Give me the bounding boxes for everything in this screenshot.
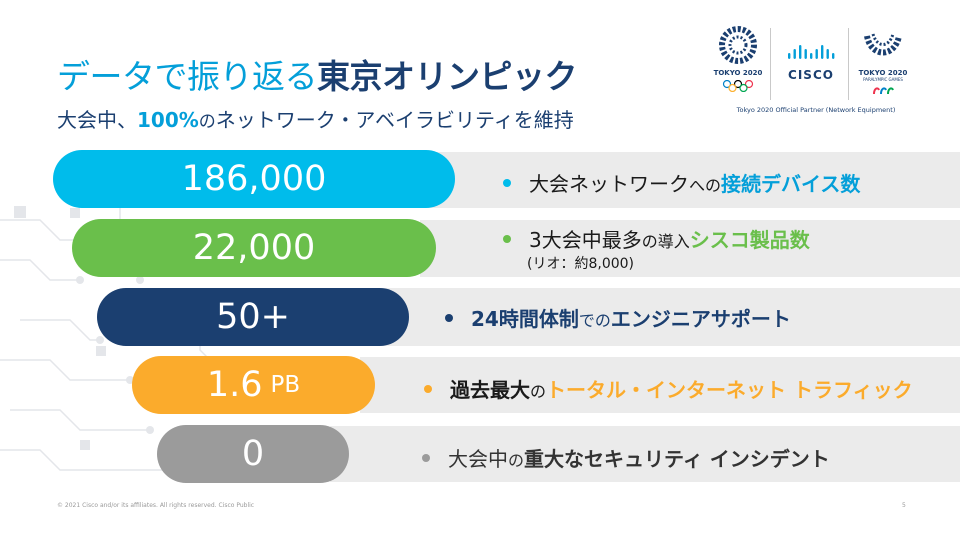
stat-pill-products: 22,000 [72, 219, 436, 277]
desc-devices-a: 大会ネットワーク [529, 172, 689, 196]
stat-unit-traffic: PB [270, 372, 301, 398]
tokyo-2020-label: TOKYO 2020 [713, 69, 763, 77]
page-number: 5 [902, 502, 906, 509]
stat-description-incidents: 大会中の重大なセキュリティ インシデント [422, 443, 830, 472]
stat-pill-devices: 186,000 [53, 150, 455, 208]
title-part1: データで振り返る [57, 57, 318, 96]
desc-incidents-small: の [508, 451, 525, 470]
agitos-icon [873, 87, 894, 95]
subtitle-percent: 100% [137, 108, 199, 132]
desc-products-b: シスコ製品数 [689, 228, 810, 252]
olympic-emblem-icon [719, 26, 757, 64]
stat-description-traffic: 過去最大のトータル・インターネット トラフィック [424, 374, 913, 403]
paralympic-games-label: PARALYMPIC GAMES [863, 77, 903, 82]
cisco-logo: CISCO [780, 44, 842, 82]
logo-divider [848, 28, 849, 100]
subtitle-part1: 大会中、 [57, 108, 137, 132]
stat-description-devices: 大会ネットワークへの接続デバイス数 [503, 168, 860, 197]
desc-engineers-small: での [578, 311, 611, 330]
desc-products-a: 3大会中最多 [529, 228, 642, 252]
stat-value-devices: 186,000 [181, 159, 327, 199]
desc-traffic-b: トータル・インターネット トラフィック [546, 378, 913, 402]
page-title: データで振り返る東京オリンピック [57, 50, 578, 98]
desc-traffic-a: 過去最大 [450, 378, 530, 402]
page-subtitle: 大会中、100%のネットワーク・アベイラビリティを維持 [57, 104, 574, 133]
tokyo-2020-paralympic-logo: TOKYO 2020 PARALYMPIC GAMES [856, 26, 910, 101]
desc-products-small: の導入 [641, 232, 690, 251]
stat-pill-traffic: 1.6 PB [132, 356, 375, 414]
copyright-footer: © 2021 Cisco and/or its affiliates. All … [57, 502, 255, 509]
stat-value-products: 22,000 [192, 228, 316, 268]
desc-incidents-b: 重大なセキュリティ インシデント [524, 447, 830, 471]
desc-traffic-small: の [530, 382, 547, 401]
cisco-bridge-icon [788, 45, 835, 59]
paralympic-tokyo-2020-label: TOKYO 2020 [858, 69, 908, 77]
bullet-icon [445, 313, 453, 322]
desc-devices-b: 接続デバイス数 [721, 172, 861, 196]
subtitle-part3: ネットワーク・アベイラビリティを維持 [215, 108, 574, 132]
bullet-icon [422, 453, 430, 462]
desc-engineers-a: 24時間体制 [471, 307, 579, 331]
logo-divider [770, 28, 771, 100]
stat-description-engineers: 24時間体制でのエンジニアサポート [445, 303, 791, 332]
row-5-background [330, 426, 960, 482]
row-2-background [420, 220, 960, 277]
olympic-rings-icon [722, 79, 754, 93]
sponsor-logos: TOKYO 2020 CI [706, 22, 926, 122]
subtitle-part2: の [198, 112, 216, 132]
tokyo-2020-olympic-logo: TOKYO 2020 [712, 26, 764, 96]
bullet-icon [503, 234, 511, 243]
desc-incidents-a: 大会中 [448, 447, 508, 471]
desc-devices-small: への [689, 176, 722, 195]
title-part2: 東京オリンピック [317, 57, 578, 96]
row-4-background [360, 357, 960, 413]
row-3-background [380, 288, 960, 346]
bullet-icon [503, 178, 511, 187]
desc-engineers-b: エンジニアサポート [610, 307, 791, 331]
stat-note-products: (リオ：約8,000) [527, 256, 635, 272]
cisco-wordmark: CISCO [788, 68, 834, 82]
stat-pill-engineers: 50+ [97, 288, 409, 346]
bullet-icon [424, 384, 432, 393]
stat-value-engineers: 50+ [216, 297, 290, 337]
paralympic-emblem-icon [864, 33, 902, 56]
official-partner-text: Tokyo 2020 Official Partner (Network Equ… [736, 106, 896, 114]
stat-description-products: 3大会中最多の導入シスコ製品数 [503, 224, 810, 253]
stat-pill-incidents: 0 [157, 425, 349, 483]
stat-value-incidents: 0 [241, 434, 265, 474]
stat-value-traffic: 1.6 [206, 365, 263, 405]
